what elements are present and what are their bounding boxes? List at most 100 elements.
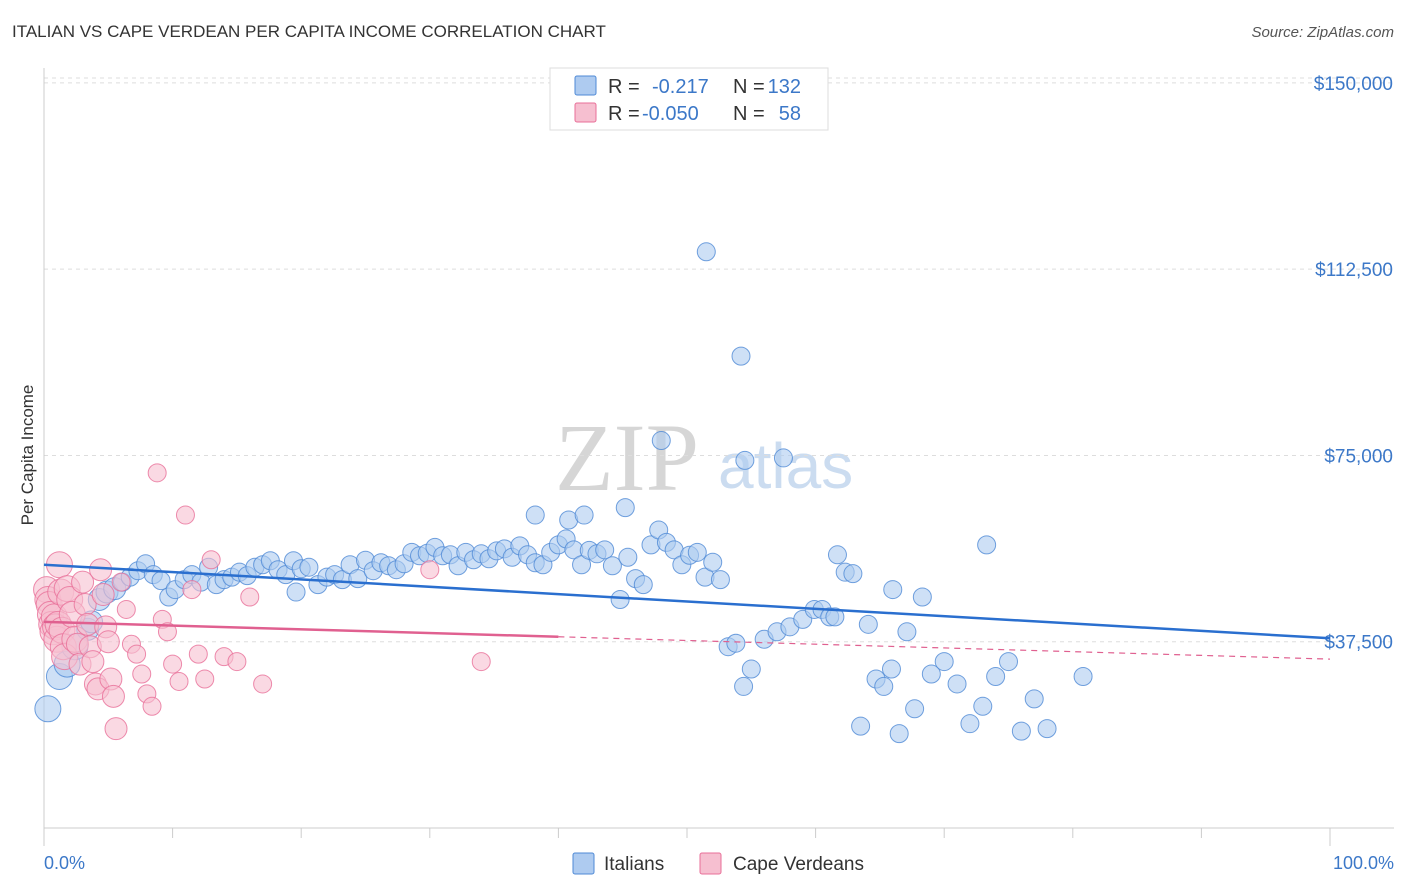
- italians-point: [921, 664, 941, 684]
- cape-verdeans-point: [127, 644, 147, 664]
- cape-verdeans-point: [169, 671, 189, 691]
- italians-point: [703, 552, 723, 572]
- legend: R = -0.217 N = 132 R = -0.050 N = 58: [549, 67, 829, 131]
- italians-point: [1037, 719, 1057, 739]
- italians-point: [889, 724, 909, 744]
- italians-point: [947, 674, 967, 694]
- legend-r-italians: -0.217: [652, 76, 709, 98]
- cape-verdeans-point: [157, 622, 177, 642]
- legend-r-label-cape: R =: [608, 103, 640, 125]
- bottom-legend-swatch-italians: [572, 852, 595, 875]
- italians-point: [999, 652, 1018, 672]
- italians-point: [1024, 689, 1044, 709]
- cape-verdeans-point: [116, 599, 136, 619]
- cape-verdeans-point: [71, 570, 95, 594]
- italians-point: [843, 564, 863, 584]
- y-tick-label: $150,000: [1314, 74, 1393, 95]
- cape-verdeans-point: [227, 652, 247, 672]
- cape-verdeans-point: [253, 674, 273, 694]
- cape-verdeans-point: [104, 717, 128, 741]
- trend-lines: [43, 563, 1331, 660]
- italians-point: [1073, 666, 1093, 686]
- watermark-zip: ZIP: [555, 404, 699, 511]
- legend-n-label-italians: N =: [733, 76, 765, 98]
- italians-point: [851, 716, 871, 736]
- legend-r-label-italians: R =: [608, 76, 640, 98]
- x-tick-label-0: 0.0%: [44, 853, 85, 873]
- cape-verdeans-point: [195, 669, 215, 689]
- cape-verdeans-trend-extension: [558, 636, 1331, 660]
- x-tick-label-100: 100.0%: [1333, 853, 1394, 873]
- cape-verdeans-point: [142, 696, 162, 716]
- italians-point: [735, 450, 755, 470]
- italians-point: [726, 633, 746, 653]
- cape-verdeans-point: [101, 684, 125, 708]
- italians-points: [34, 242, 1093, 744]
- cape-verdeans-point: [81, 650, 105, 674]
- y-tick-label: $37,500: [1324, 633, 1393, 654]
- cape-verdeans-point: [188, 644, 208, 664]
- italians-point: [741, 659, 761, 679]
- legend-n-label-cape: N =: [733, 103, 765, 125]
- cape-verdeans-points: [33, 463, 491, 741]
- italians-point: [986, 666, 1006, 686]
- italians-point: [934, 652, 954, 672]
- cape-verdeans-point: [132, 664, 152, 684]
- italians-point: [299, 557, 319, 577]
- cape-verdeans-trend-line: [43, 620, 559, 639]
- cape-verdeans-point: [175, 505, 195, 525]
- italians-point: [734, 676, 754, 696]
- italians-point: [574, 505, 594, 525]
- x-ticks: [43, 828, 1331, 846]
- cape-verdeans-point: [240, 587, 260, 607]
- italians-point: [731, 346, 751, 366]
- italians-point: [897, 622, 917, 642]
- italians-point: [881, 659, 901, 679]
- italians-point: [34, 695, 62, 723]
- italians-point: [827, 545, 847, 565]
- italians-point: [525, 505, 545, 525]
- cape-verdeans-point: [201, 550, 221, 570]
- italians-point: [960, 714, 980, 734]
- y-tick-label: $75,000: [1324, 446, 1393, 467]
- chart-title: ITALIAN VS CAPE VERDEAN PER CAPITA INCOM…: [12, 22, 606, 41]
- italians-point: [595, 540, 615, 560]
- legend-n-italians: 132: [768, 76, 801, 98]
- cape-verdeans-point: [182, 580, 202, 600]
- cape-verdeans-point: [471, 652, 491, 672]
- italians-trend-line: [43, 563, 1331, 640]
- italians-point: [687, 542, 707, 562]
- italians-point: [633, 575, 653, 595]
- cape-verdeans-point: [163, 654, 183, 674]
- italians-point: [773, 448, 793, 468]
- italians-point: [602, 556, 622, 576]
- bottom-legend-swatch-cape: [699, 852, 722, 875]
- legend-swatch-italians: [574, 75, 597, 96]
- cape-verdeans-point: [89, 558, 113, 582]
- y-tick-label: $112,500: [1315, 260, 1393, 281]
- italians-point: [696, 242, 716, 262]
- legend-r-cape: -0.050: [642, 103, 699, 125]
- italians-point: [912, 587, 932, 607]
- legend-swatch-cape: [574, 102, 597, 123]
- bottom-legend: Italians Cape Verdeans: [572, 852, 864, 875]
- italians-point: [618, 547, 638, 567]
- italians-point: [710, 570, 730, 590]
- italians-point: [610, 590, 630, 610]
- italians-point: [905, 699, 925, 719]
- italians-point: [883, 580, 903, 600]
- italians-point: [651, 431, 671, 451]
- italians-point: [825, 607, 845, 627]
- italians-point: [874, 676, 894, 696]
- cape-verdeans-point: [420, 560, 440, 580]
- y-tick-labels: $37,500 $75,000 $112,500 $150,000: [1314, 74, 1393, 654]
- italians-point: [858, 614, 878, 634]
- italians-point: [286, 582, 306, 602]
- cape-verdeans-point: [147, 463, 167, 483]
- italians-point: [1011, 721, 1031, 741]
- bottom-legend-cape: Cape Verdeans: [733, 854, 864, 875]
- cape-verdeans-point: [96, 630, 120, 654]
- cape-verdeans-point: [111, 572, 131, 592]
- italians-point: [977, 535, 997, 555]
